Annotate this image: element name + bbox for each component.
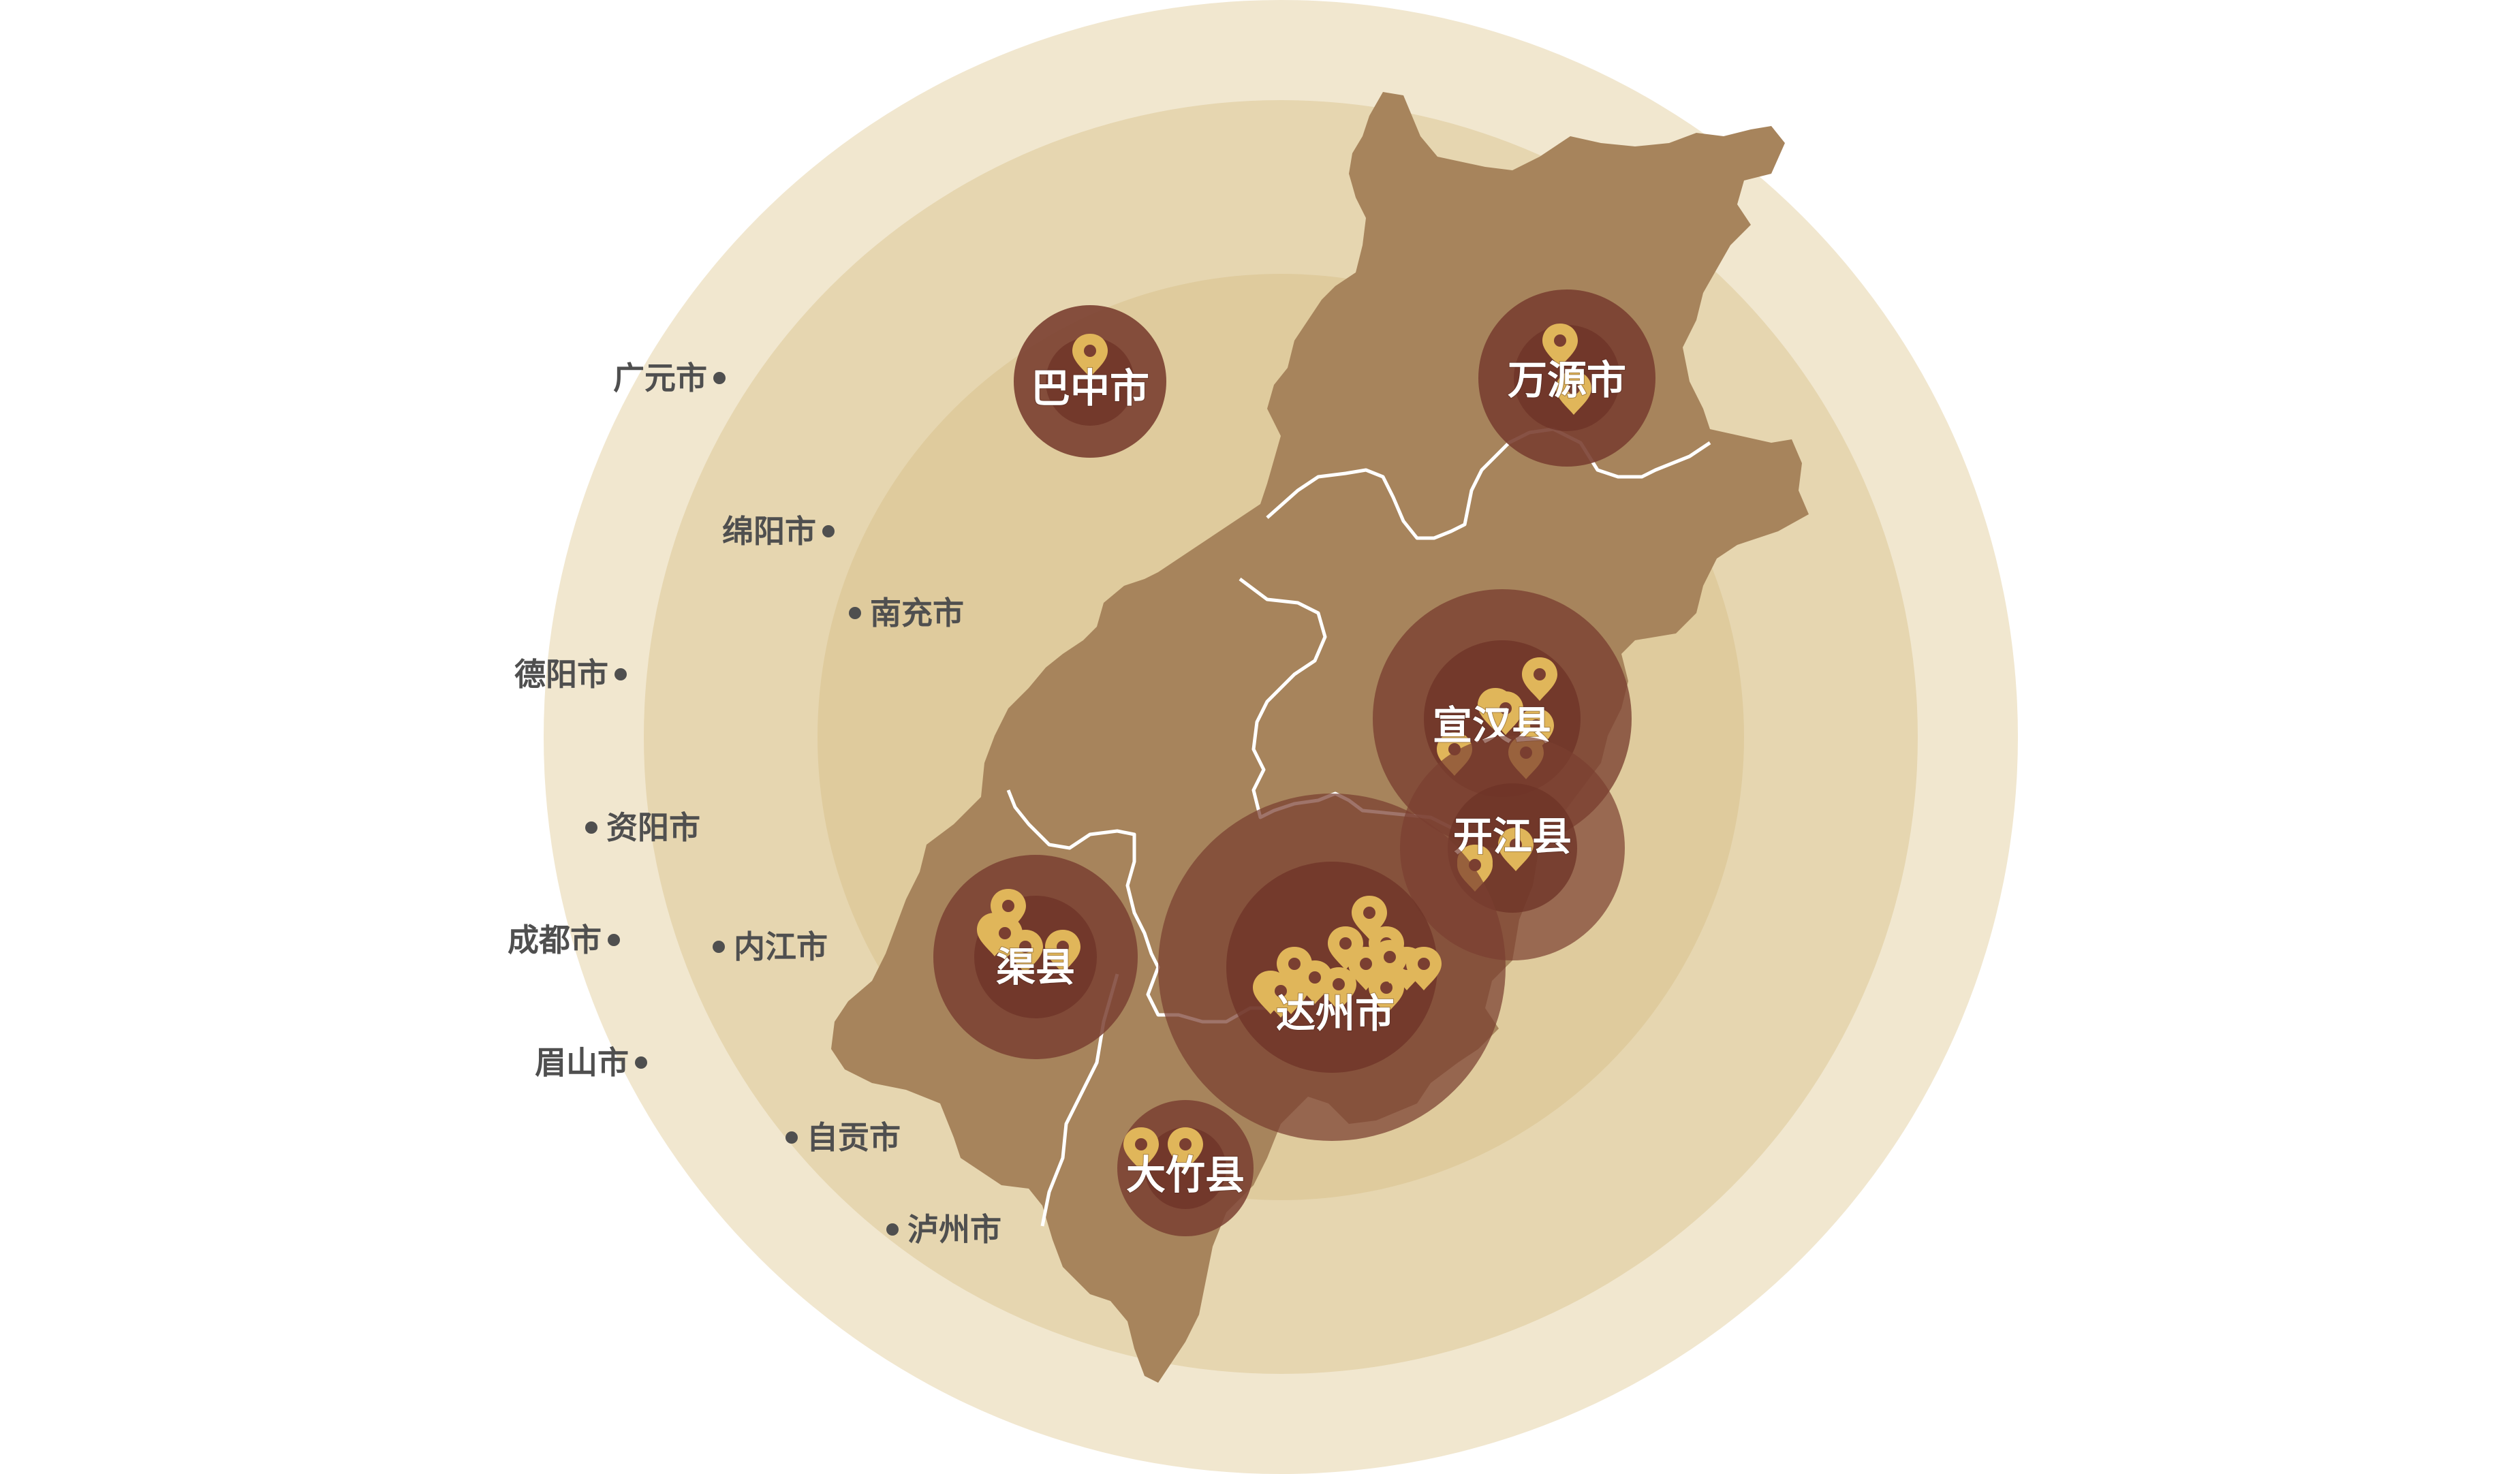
- external-city: 绵阳市: [722, 513, 835, 550]
- external-city: 自贡市: [785, 1119, 901, 1156]
- city-dot: [822, 525, 835, 537]
- external-city: 眉山市: [535, 1044, 647, 1081]
- city-dot: [849, 607, 861, 619]
- hub-label: 万源市: [1508, 357, 1626, 403]
- external-city-label: 资阳市: [606, 809, 700, 846]
- external-city-label: 自贡市: [807, 1119, 901, 1156]
- external-city-label: 南充市: [870, 595, 964, 631]
- hub-label: 巴中市: [1031, 365, 1149, 411]
- city-dot: [713, 941, 725, 953]
- hub[interactable]: 巴中市: [1014, 305, 1166, 458]
- hub-label: 大竹县: [1126, 1152, 1245, 1198]
- city-dot: [785, 1131, 798, 1144]
- hub-label: 渠县: [996, 944, 1075, 990]
- external-city: 内江市: [713, 928, 828, 965]
- city-dot: [635, 1056, 647, 1069]
- external-city-label: 眉山市: [535, 1044, 629, 1081]
- city-dot: [608, 934, 620, 946]
- city-dot: [615, 668, 627, 680]
- external-city: 成都市: [508, 922, 620, 958]
- hub[interactable]: 万源市: [1478, 289, 1655, 467]
- boundary-line: [1266, 427, 1711, 540]
- hub[interactable]: 渠县: [933, 855, 1138, 1059]
- city-dot: [713, 372, 726, 384]
- external-city-label: 内江市: [734, 928, 828, 965]
- external-city-label: 德阳市: [514, 656, 608, 693]
- hub-label: 开江县: [1453, 813, 1572, 860]
- external-city: 泸州市: [886, 1211, 1001, 1248]
- external-city: 德阳市: [514, 656, 627, 693]
- hub-label: 达州市: [1276, 990, 1395, 1037]
- hub-inner-circle: [1046, 337, 1134, 426]
- hub[interactable]: 达州市: [1158, 794, 1506, 1141]
- external-city: 广元市: [613, 360, 726, 396]
- external-city-label: 泸州市: [907, 1211, 1001, 1248]
- external-city-label: 广元市: [613, 360, 707, 396]
- city-dot: [886, 1223, 899, 1236]
- external-city: 资阳市: [585, 809, 700, 846]
- external-city: 南充市: [849, 595, 964, 631]
- external-city-label: 成都市: [508, 922, 602, 958]
- hub[interactable]: 大竹县: [1117, 1100, 1254, 1236]
- city-dot: [585, 821, 597, 834]
- external-city-label: 绵阳市: [722, 513, 816, 550]
